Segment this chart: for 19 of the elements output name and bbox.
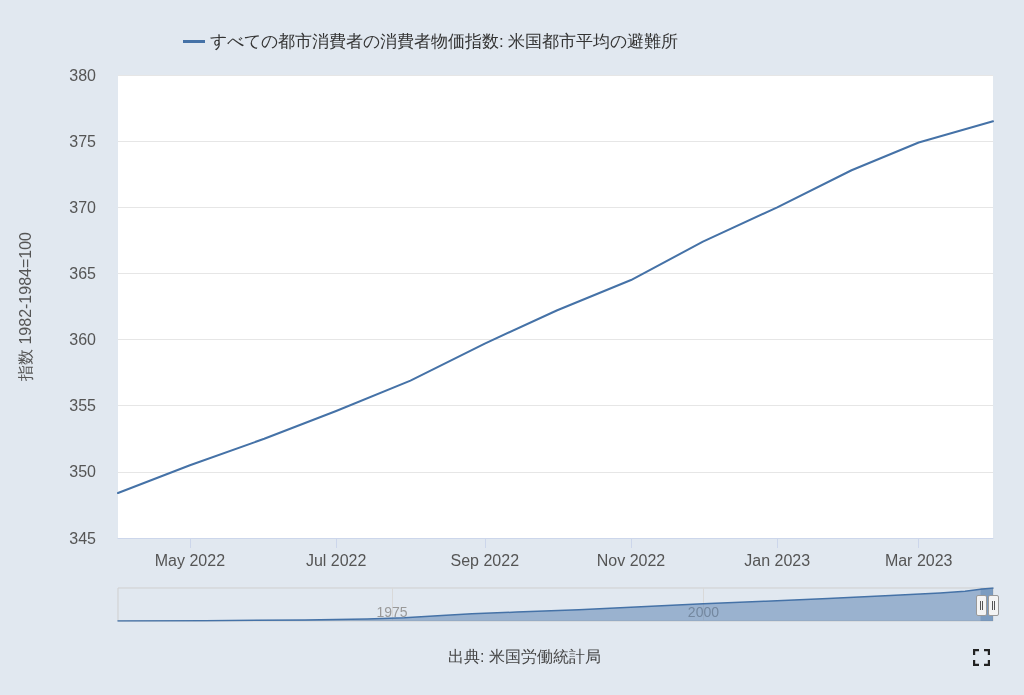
x-tick-label: Jan 2023 [744,551,811,569]
x-tick-label: Jul 2022 [305,551,367,569]
x-tick-label: 1975 [376,604,408,620]
y-tick-label: 345 [69,529,97,547]
line-series [117,120,994,495]
y-tick-label: 355 [69,397,97,415]
y-tick-label: 360 [69,331,97,349]
legend-label: すべての都市消費者の消費者物価指数: 米国都市平均の避難所 [210,32,679,51]
y-tick-label: 375 [69,132,97,150]
x-tick-label: May 2022 [154,551,226,569]
source-note: 出典: 米国労働統計局 [448,647,601,667]
y-tick-label: 380 [69,66,97,84]
y-tick-label: 350 [69,463,97,481]
x-tick-label: Sep 2022 [450,551,520,569]
x-tick-label: Nov 2022 [596,551,666,569]
y-tick-label: 370 [69,198,97,216]
y-tick-label: 365 [69,264,97,282]
x-tick-label: Mar 2023 [884,551,953,569]
y-axis-title: 指数 1982-1984=100 [16,231,34,382]
